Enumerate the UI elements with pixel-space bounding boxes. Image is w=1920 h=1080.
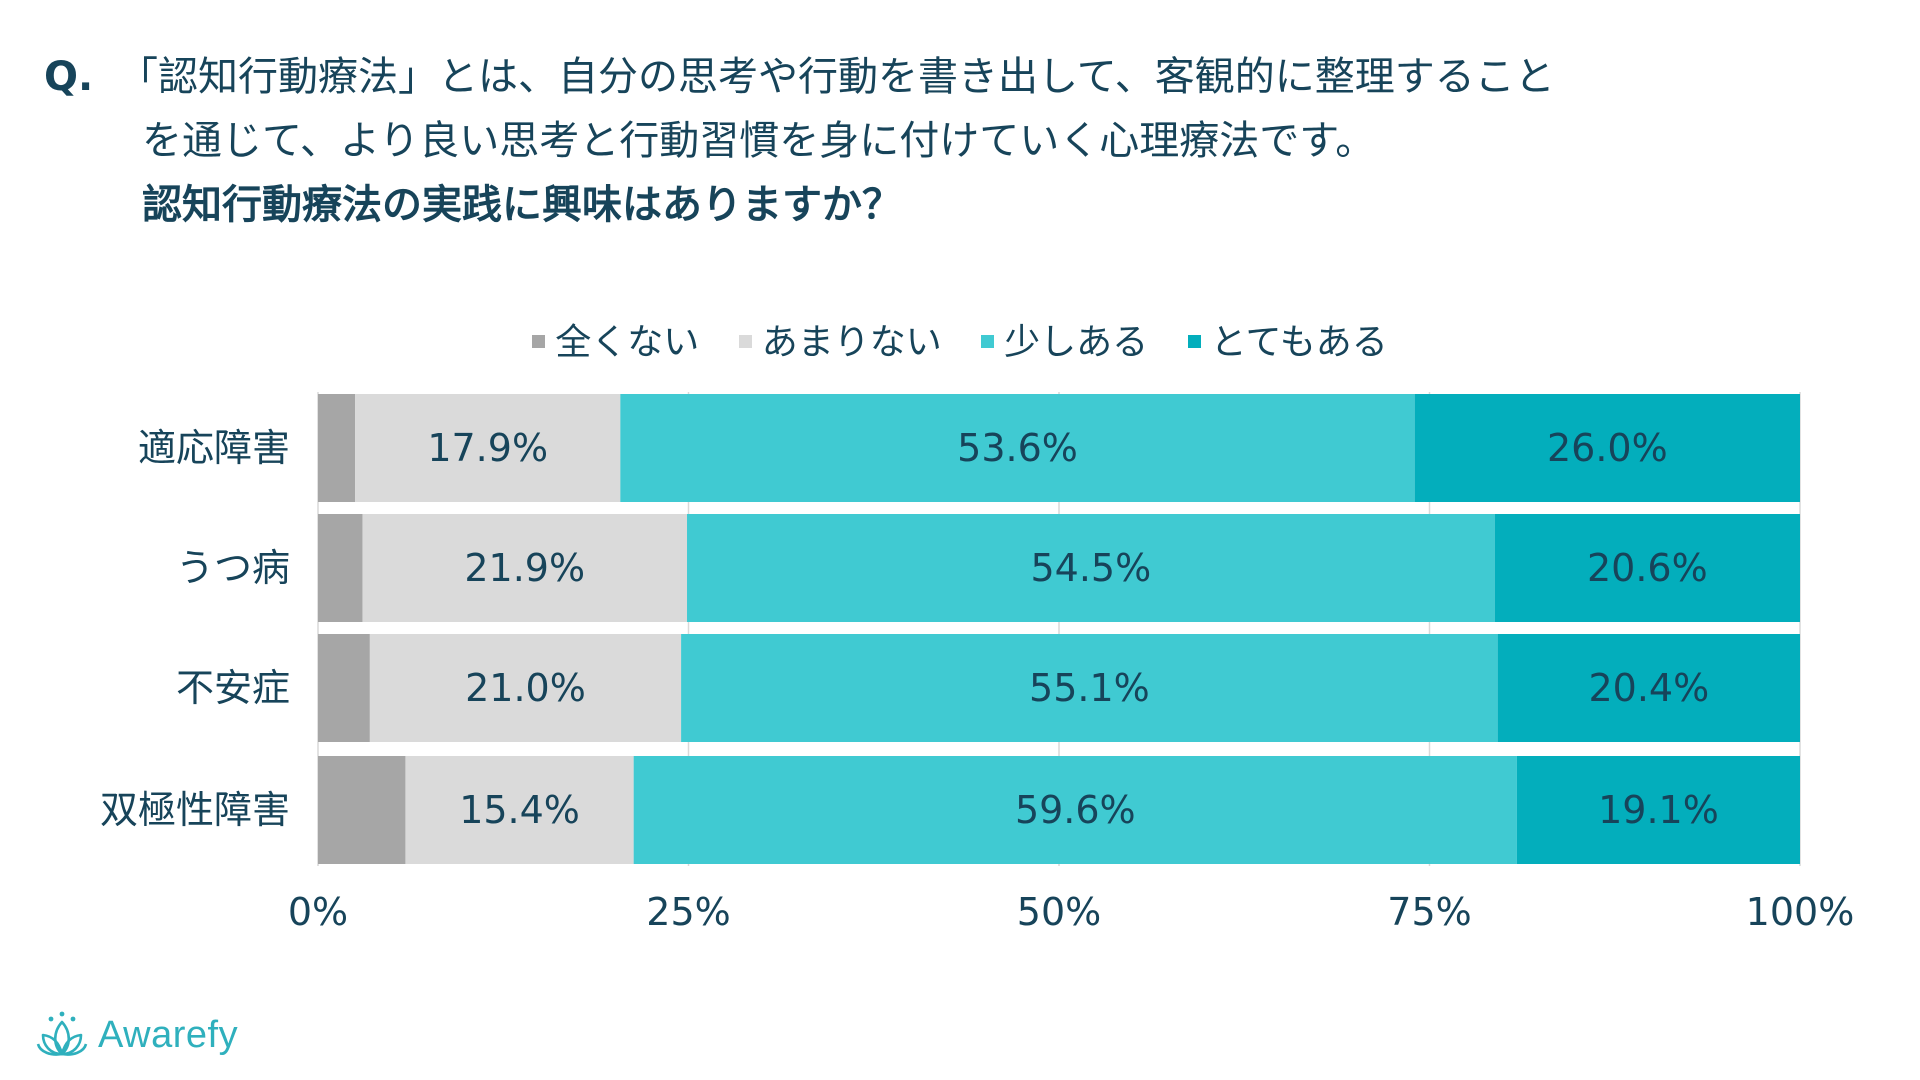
- brand-name: Awarefy: [98, 1013, 239, 1056]
- data-label: 19.1%: [1598, 788, 1719, 832]
- question-line-3: 認知行動療法の実践に興味はありますか？: [142, 182, 902, 228]
- legend-swatch-some: [981, 334, 995, 348]
- category-label: 適応障害: [138, 426, 290, 470]
- legend-label-little: あまりない: [761, 322, 942, 363]
- bar-segment: [318, 394, 356, 502]
- bar-segment: [1414, 394, 1800, 502]
- data-label: 26.0%: [1547, 426, 1668, 470]
- category-label: 双極性障害: [100, 788, 290, 832]
- legend-item-little: あまりない: [738, 318, 942, 368]
- x-tick-label: 25%: [646, 890, 730, 934]
- legend-swatch-none: [532, 334, 546, 348]
- data-label: 55.1%: [1029, 666, 1150, 710]
- data-label: 15.4%: [459, 788, 580, 832]
- bar-segment: [405, 756, 634, 864]
- legend-item-none: 全くない: [532, 318, 699, 368]
- brand-logo: Awarefy: [36, 1010, 238, 1060]
- x-tick-label: 50%: [1017, 890, 1101, 934]
- bar-segment: [355, 394, 621, 502]
- data-label: 20.4%: [1588, 666, 1709, 710]
- bar-segment: [633, 756, 1517, 864]
- category-label: うつ病: [176, 546, 290, 590]
- bar-segment: [687, 514, 1495, 622]
- legend-label-none: 全くない: [555, 322, 700, 363]
- legend-swatch-very: [1187, 334, 1201, 348]
- lotus-icon: [36, 1011, 88, 1056]
- chart-legend: 全くない あまりない 少しある とてもある: [0, 318, 1920, 368]
- bar-segment: [681, 634, 1498, 742]
- question-line-1: 「認知行動療法」とは、自分の思考や行動を書き出して、客観的に整理すること: [118, 54, 1555, 100]
- data-label: 21.0%: [465, 666, 586, 710]
- data-label: 53.6%: [957, 426, 1078, 470]
- bar-segment: [1497, 634, 1800, 742]
- question-prefix: Q.: [44, 54, 94, 100]
- stacked-bar-chart: 17.9% 53.6% 26.0% 適応障害 21.9% 54.5% 20.6% うつ病 21.…: [100, 392, 1855, 934]
- bar-segment: [620, 394, 1415, 502]
- data-label: 21.9%: [464, 546, 585, 590]
- legend-swatch-little: [738, 334, 752, 348]
- legend-item-some: 少しある: [981, 318, 1148, 368]
- legend-label-some: 少しある: [1004, 322, 1149, 363]
- bar-segment: [362, 514, 688, 622]
- data-label: 59.6%: [1015, 788, 1136, 832]
- bar-segment: [318, 514, 363, 622]
- bar-segment: [369, 634, 682, 742]
- bar-segment: [1516, 756, 1800, 864]
- legend-label-very: とてもある: [1210, 322, 1388, 363]
- x-tick-label: 0%: [288, 890, 348, 934]
- x-tick-label: 75%: [1387, 890, 1471, 934]
- bar-segment: [318, 634, 370, 742]
- question-line-2: を通じて、より良い思考と行動習慣を身に付けていく心理療法です。: [142, 118, 1376, 164]
- data-label: 54.5%: [1031, 546, 1152, 590]
- legend-item-very: とてもある: [1187, 318, 1388, 368]
- data-label: 20.6%: [1587, 546, 1708, 590]
- bar-segment: [318, 756, 406, 864]
- category-label: 不安症: [176, 666, 290, 710]
- data-label: 17.9%: [427, 426, 548, 470]
- x-tick-label: 100%: [1746, 890, 1855, 934]
- bar-segment: [1494, 514, 1800, 622]
